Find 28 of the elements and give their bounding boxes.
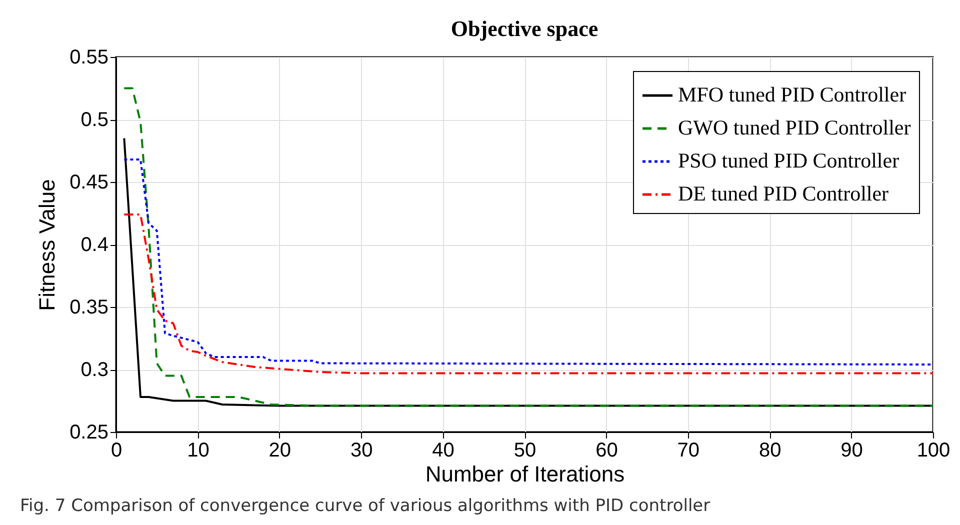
legend-label: PSO tuned PID Controller xyxy=(678,148,900,172)
y-tick-label: 0.25 xyxy=(70,422,108,444)
legend-label: DE tuned PID Controller xyxy=(678,182,889,206)
y-tick-label: 0.35 xyxy=(70,296,108,318)
y-tick-label: 0.55 xyxy=(70,46,108,68)
x-tick-label: 50 xyxy=(514,440,536,462)
x-axis-title: Number of Iterations xyxy=(425,462,625,486)
caption: Fig. 7 Comparison of convergence curve of various algorithms with PID controller xyxy=(20,496,710,516)
legend-label: GWO tuned PID Controller xyxy=(678,116,911,140)
y-tick-label: 0.5 xyxy=(80,109,108,131)
y-tick-label: 0.4 xyxy=(80,234,108,256)
chart-title: Objective space xyxy=(450,16,598,41)
legend-label: MFO tuned PID Controller xyxy=(678,82,906,106)
x-tick-label: 10 xyxy=(187,440,210,462)
y-tick-label: 0.45 xyxy=(70,172,108,194)
x-tick-label: 30 xyxy=(350,440,373,462)
y-tick-label: 0.3 xyxy=(80,359,108,381)
x-tick-label: 80 xyxy=(758,440,782,462)
x-tick-label: 20 xyxy=(268,440,292,462)
x-tick-label: 70 xyxy=(677,440,700,462)
x-tick-label: 40 xyxy=(432,440,454,462)
line-series xyxy=(123,214,934,374)
line-series xyxy=(123,87,934,407)
x-tick-label: 0 xyxy=(110,440,122,462)
x-tick-label: 100 xyxy=(916,440,950,462)
x-tick-label: 90 xyxy=(840,440,863,462)
y-axis-title: Fitness Value xyxy=(34,179,60,311)
x-tick-label: 60 xyxy=(596,440,618,462)
